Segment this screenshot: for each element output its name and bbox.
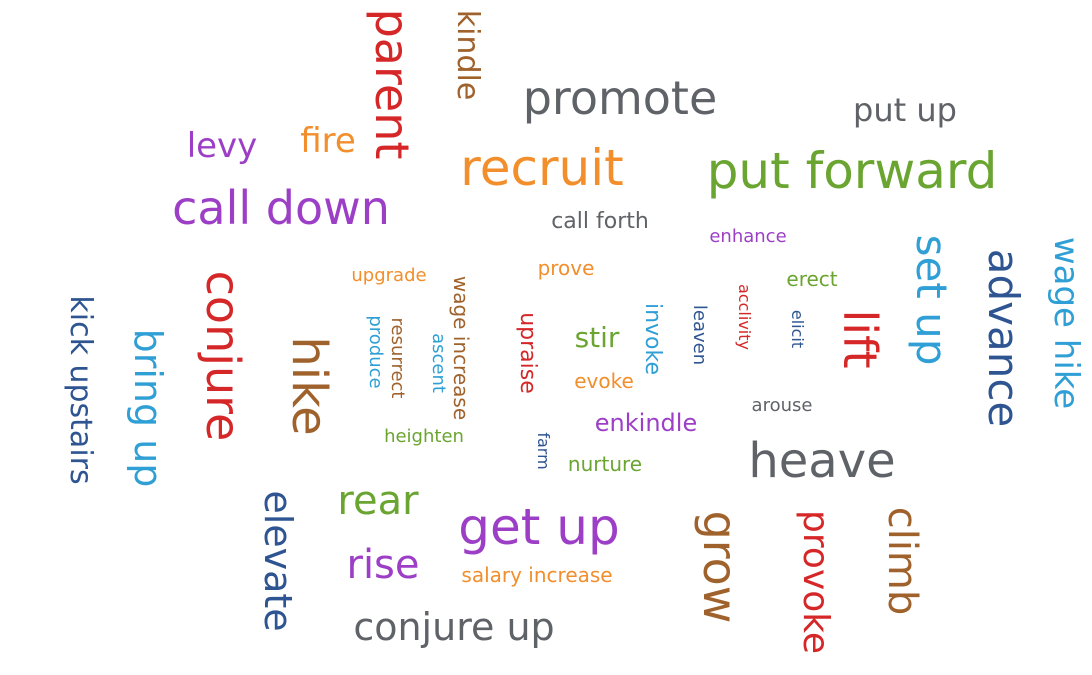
- word-parent: parent: [365, 8, 419, 160]
- word-farm: farm: [534, 432, 553, 470]
- word-erect: erect: [786, 267, 838, 291]
- word-put-up: put up: [853, 91, 957, 129]
- word-bring-up: bring up: [126, 328, 170, 488]
- word-climb: climb: [879, 506, 925, 616]
- word-elicit: elicit: [788, 309, 807, 349]
- word-recruit: recruit: [460, 139, 624, 197]
- word-upraise: upraise: [515, 312, 540, 394]
- word-rear: rear: [337, 478, 419, 524]
- word-get-up: get up: [458, 498, 620, 556]
- word-fire: fire: [300, 121, 356, 161]
- word-promote: promote: [522, 71, 718, 125]
- word-acclivity: acclivity: [735, 284, 754, 350]
- word-conjure: conjure: [196, 270, 250, 442]
- word-heave: heave: [748, 433, 896, 489]
- word-arouse: arouse: [751, 395, 813, 416]
- word-elevate: elevate: [256, 490, 300, 632]
- word-upgrade: upgrade: [351, 265, 427, 286]
- word-hike: hike: [281, 336, 337, 436]
- word-stir: stir: [574, 321, 620, 354]
- word-invoke: invoke: [640, 302, 665, 376]
- word-put-forward: put forward: [706, 142, 998, 200]
- word-call-forth: call forth: [551, 209, 649, 234]
- word-provoke: provoke: [795, 510, 836, 654]
- word-produce: produce: [365, 315, 386, 389]
- word-levy: levy: [186, 126, 258, 166]
- word-resurrect: resurrect: [387, 317, 408, 399]
- word-grow: grow: [693, 510, 747, 624]
- word-advance: advance: [979, 248, 1028, 428]
- word-enkindle: enkindle: [594, 409, 698, 437]
- word-rise: rise: [346, 542, 420, 588]
- word-conjure-up: conjure up: [353, 605, 555, 649]
- word-salary-increase: salary increase: [461, 563, 613, 587]
- word-set-up: set up: [907, 234, 956, 366]
- word-wage-hike: wage hike: [1046, 236, 1086, 410]
- word-ascent: ascent: [428, 333, 449, 393]
- word-kick-upstairs: kick upstairs: [63, 295, 98, 485]
- word-evoke: evoke: [574, 369, 634, 393]
- word-kindle: kindle: [450, 9, 485, 101]
- word-nurture: nurture: [567, 452, 643, 476]
- word-call-down: call down: [172, 181, 390, 235]
- word-leaven: leaven: [689, 304, 710, 366]
- word-heighten: heighten: [384, 426, 464, 447]
- word-enhance: enhance: [709, 226, 787, 247]
- word-lift: lift: [833, 309, 887, 369]
- word-wage-increase: wage increase: [449, 275, 473, 421]
- word-prove: prove: [537, 256, 595, 280]
